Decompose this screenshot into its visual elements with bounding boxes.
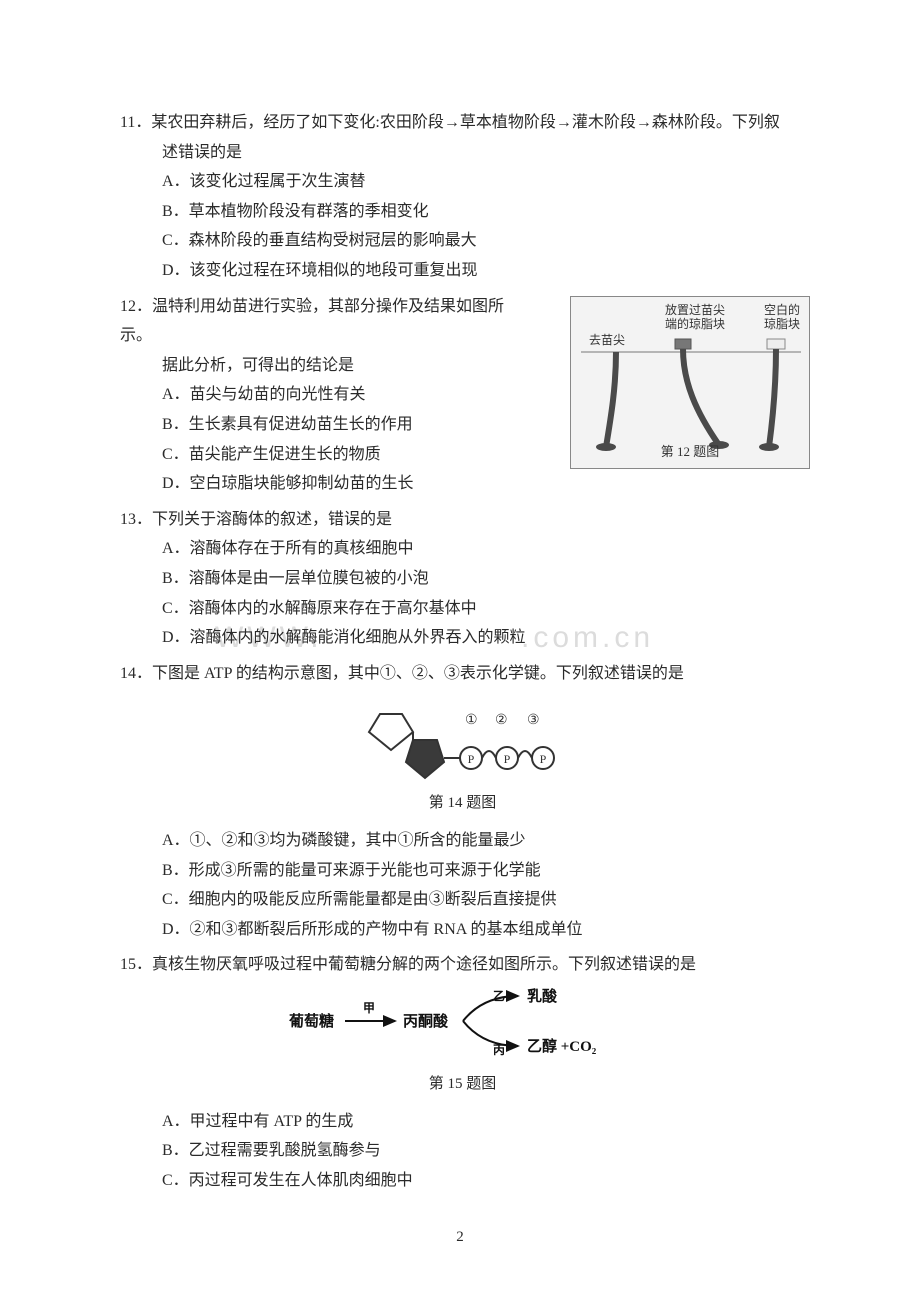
q13-option-c: C．溶酶体内的水解酶原来存在于高尔基体中 xyxy=(162,594,805,624)
svg-text:乳酸: 乳酸 xyxy=(527,987,558,1005)
pathway-diagram-icon: 葡萄糖 甲 丙酮酸 乙 丙 乳酸 乙醇 +CO₂ xyxy=(283,986,643,1056)
svg-text:乙醇 +CO₂: 乙醇 +CO₂ xyxy=(527,1037,597,1055)
q15-option-c: C．丙过程可发生在人体肌肉细胞中 xyxy=(162,1166,805,1196)
q14-option-d: D．②和③都断裂后所形成的产物中有 RNA 的基本组成单位 xyxy=(162,915,805,945)
q15-stem-text: 真核生物厌氧呼吸过程中葡萄糖分解的两个途径如图所示。下列叙述错误的是 xyxy=(152,956,696,973)
label-1: ① xyxy=(465,713,478,728)
q14-option-a: A．①、②和③均为磷酸键，其中①所含的能量最少 xyxy=(162,826,805,856)
q12-number: 12． xyxy=(120,298,152,315)
q14-option-b: B．形成③所需的能量可来源于光能也可来源于化学能 xyxy=(162,856,805,886)
q11-option-b: B．草本植物阶段没有群落的季相变化 xyxy=(162,197,805,227)
q14-option-c: C．细胞内的吸能反应所需能量都是由③断裂后直接提供 xyxy=(162,885,805,915)
q11-option-c: C．森林阶段的垂直结构受树冠层的影响最大 xyxy=(162,226,805,256)
atp-diagram-icon: P P P ① ② ③ xyxy=(358,696,568,786)
figure-15: 葡萄糖 甲 丙酮酸 乙 丙 乳酸 乙醇 +CO₂ xyxy=(283,986,643,1067)
q13-option-b: B．溶酶体是由一层单位膜包被的小泡 xyxy=(162,564,805,594)
svg-text:P: P xyxy=(467,752,474,766)
question-15: 15．真核生物厌氧呼吸过程中葡萄糖分解的两个途径如图所示。下列叙述错误的是 葡萄… xyxy=(120,950,805,1195)
q15-number: 15． xyxy=(120,956,152,973)
figure-15-caption: 第 15 题图 xyxy=(120,1071,805,1099)
page-number: 2 xyxy=(0,1224,920,1252)
svg-text:乙: 乙 xyxy=(493,989,505,1003)
figure-14-caption: 第 14 题图 xyxy=(120,790,805,818)
q15-options: A．甲过程中有 ATP 的生成 B．乙过程需要乳酸脱氢酶参与 C．丙过程可发生在… xyxy=(120,1107,805,1196)
q11-option-d: D．该变化过程在环境相似的地段可重复出现 xyxy=(162,256,805,286)
q12-stem-text1: 温特利用幼苗进行实验，其部分操作及结果如图所 xyxy=(152,298,504,315)
q13-stem: 13．下列关于溶酶体的叙述，错误的是 xyxy=(120,505,805,535)
q14-stem: 14．下图是 ATP 的结构示意图，其中①、②、③表示化学键。下列叙述错误的是 xyxy=(120,659,805,689)
q14-stem-text: 下图是 ATP 的结构示意图，其中①、②、③表示化学键。下列叙述错误的是 xyxy=(152,665,684,682)
q12-option-d: D．空白琼脂块能够抑制幼苗的生长 xyxy=(162,469,805,499)
q14-options: A．①、②和③均为磷酸键，其中①所含的能量最少 B．形成③所需的能量可来源于光能… xyxy=(120,826,805,944)
q15-option-a: A．甲过程中有 ATP 的生成 xyxy=(162,1107,805,1137)
q11-options: A．该变化过程属于次生演替 B．草本植物阶段没有群落的季相变化 C．森林阶段的垂… xyxy=(120,167,805,285)
question-11: 11．某农田弃耕后，经历了如下变化:农田阶段→草本植物阶段→灌木阶段→森林阶段。… xyxy=(120,108,805,286)
q13-stem-text: 下列关于溶酶体的叙述，错误的是 xyxy=(152,511,392,528)
question-13: 13．下列关于溶酶体的叙述，错误的是 A．溶酶体存在于所有的真核细胞中 B．溶酶… xyxy=(120,505,805,653)
label-kongbai: 空白的 琼脂块 xyxy=(757,303,807,332)
figure-12-caption: 第 12 题图 xyxy=(571,440,809,464)
q15-option-b: B．乙过程需要乳酸脱氢酶参与 xyxy=(162,1136,805,1166)
svg-text:葡萄糖: 葡萄糖 xyxy=(288,1012,334,1030)
q13-option-d: D．溶酶体内的水解酶能消化细胞从外界吞入的颗粒 xyxy=(162,623,805,653)
q14-number: 14． xyxy=(120,665,152,682)
q13-number: 13． xyxy=(120,511,152,528)
label-2: ② xyxy=(495,713,508,728)
q15-stem: 15．真核生物厌氧呼吸过程中葡萄糖分解的两个途径如图所示。下列叙述错误的是 xyxy=(120,950,805,980)
label-fangzhi: 放置过苗尖 端的琼脂块 xyxy=(655,303,735,332)
svg-text:P: P xyxy=(539,752,546,766)
svg-text:丙: 丙 xyxy=(493,1043,505,1057)
svg-text:P: P xyxy=(503,752,510,766)
q11-stem-line1: 11．某农田弃耕后，经历了如下变化:农田阶段→草本植物阶段→灌木阶段→森林阶段。… xyxy=(120,108,805,138)
label-3: ③ xyxy=(527,713,540,728)
q11-option-a: A．该变化过程属于次生演替 xyxy=(162,167,805,197)
figure-14: P P P ① ② ③ xyxy=(358,696,568,786)
svg-text:丙酮酸: 丙酮酸 xyxy=(403,1012,449,1030)
question-14: 14．下图是 ATP 的结构示意图，其中①、②、③表示化学键。下列叙述错误的是 … xyxy=(120,659,805,945)
q13-options: A．溶酶体存在于所有的真核细胞中 B．溶酶体是由一层单位膜包被的小泡 C．溶酶体… xyxy=(120,534,805,652)
q11-stem-text1: 某农田弃耕后，经历了如下变化:农田阶段→草本植物阶段→灌木阶段→森林阶段。下列叙 xyxy=(151,114,779,131)
figure-12: 去苗尖 放置过苗尖 端的琼脂块 空白的 琼脂块 第 12 题图 xyxy=(570,296,810,469)
q13-option-a: A．溶酶体存在于所有的真核细胞中 xyxy=(162,534,805,564)
page-content: 11．某农田弃耕后，经历了如下变化:农田阶段→草本植物阶段→灌木阶段→森林阶段。… xyxy=(120,108,805,1195)
svg-text:甲: 甲 xyxy=(363,1001,375,1015)
label-qumiao: 去苗尖 xyxy=(589,333,625,347)
q11-number: 11． xyxy=(120,114,151,131)
q11-stem-line2: 述错误的是 xyxy=(120,138,805,168)
